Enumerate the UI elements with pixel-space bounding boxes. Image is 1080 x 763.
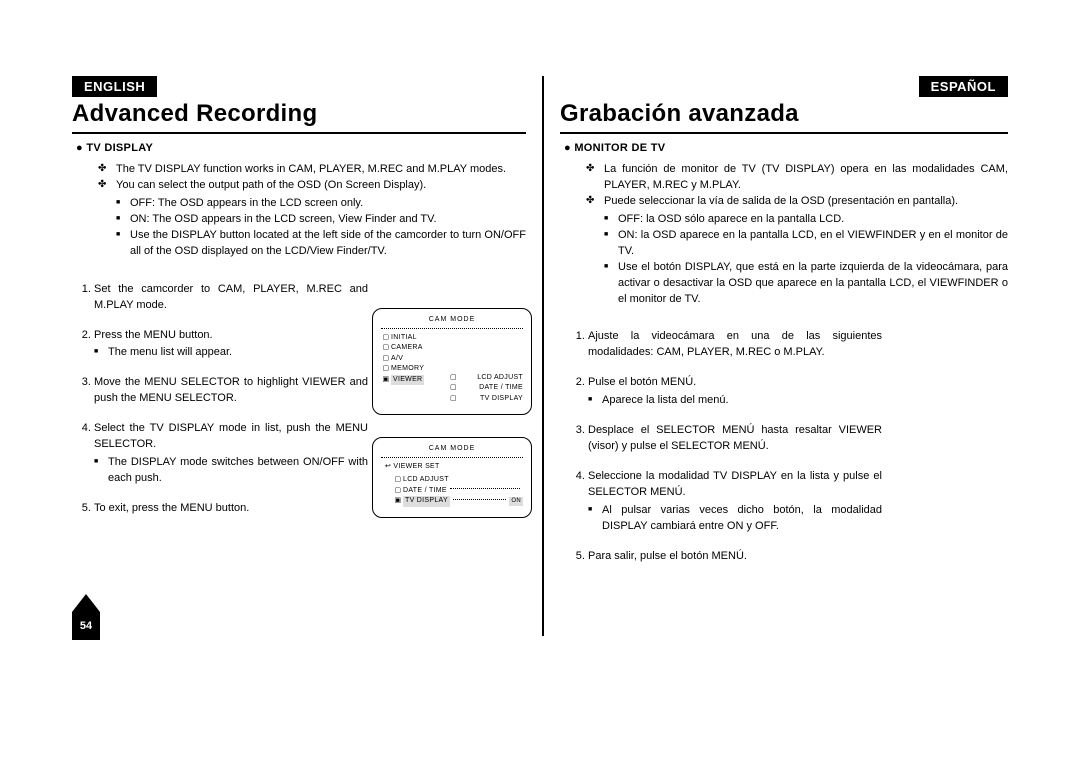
steps-list: Ajuste la videocámara en una de las sigu… (588, 329, 888, 564)
page-number-triangle (72, 594, 100, 612)
menu-item-label: MEMORY (391, 364, 424, 375)
steps-list: Set the camcorder to CAM, PLAYER, M.REC … (94, 282, 374, 517)
menu-icon: ▣ (381, 375, 391, 386)
step-note: Al pulsar varias veces dicho botón, la m… (588, 503, 882, 535)
section-heading: MONITOR DE TV (564, 142, 1008, 154)
menu-illustrations: CAM MODE ▢INITIAL ▢CAMERA ▢A/V ▢MEMORY ▣… (372, 308, 532, 540)
menu-icon: ▢ (381, 364, 391, 375)
step-text: Pulse el botón MENÚ. (588, 376, 696, 388)
intro-item-text: You can select the output path of the OS… (116, 179, 426, 191)
menu-icon: ▢ (448, 373, 458, 384)
intro-sub-item: ON: la OSD aparece en la pantalla LCD, e… (604, 228, 1008, 260)
menu-sub-label: LCD ADJUST (477, 373, 523, 384)
menu-box-cam-mode: CAM MODE ▢INITIAL ▢CAMERA ▢A/V ▢MEMORY ▣… (372, 308, 532, 415)
language-tab-spanish: ESPAÑOL (919, 76, 1008, 97)
right-column: Grabación avanzada MONITOR DE TV La func… (560, 100, 1008, 579)
menu-icon: ▢ (448, 394, 458, 405)
intro-item: La función de monitor de TV (TV DISPLAY)… (590, 162, 1008, 194)
menu-icon: ▢ (381, 333, 391, 344)
menu-title: CAM MODE (381, 444, 523, 458)
step-text: Select the TV DISPLAY mode in list, push… (94, 422, 368, 450)
language-tab-english: ENGLISH (72, 76, 157, 97)
step-item: Pulse el botón MENÚ. Aparece la lista de… (588, 375, 888, 409)
intro-item: The TV DISPLAY function works in CAM, PL… (102, 162, 526, 178)
menu-icon: ▢ (381, 354, 391, 365)
menu-icon: ▢ (448, 383, 458, 394)
menu-icon: ▣ (393, 496, 403, 507)
page-title: Advanced Recording (72, 100, 526, 134)
intro-item: Puede seleccionar la vía de salida de la… (590, 194, 1008, 308)
intro-list: La función de monitor de TV (TV DISPLAY)… (590, 162, 1008, 307)
intro-sublist: OFF: The OSD appears in the LCD screen o… (116, 196, 526, 260)
intro-sub-item: Use el botón DISPLAY, que está en la par… (604, 260, 1008, 308)
step-text: Seleccione la modalidad TV DISPLAY en la… (588, 470, 882, 498)
page-title: Grabación avanzada (560, 100, 1008, 134)
menu-sub-label: TV DISPLAY (480, 394, 523, 405)
intro-item: You can select the output path of the OS… (102, 178, 526, 260)
intro-sub-item: OFF: The OSD appears in the LCD screen o… (116, 196, 526, 212)
menu-icon: ▢ (393, 486, 403, 497)
step-note: The DISPLAY mode switches between ON/OFF… (94, 455, 368, 487)
step-note: The menu list will appear. (94, 345, 368, 361)
step-item: Set the camcorder to CAM, PLAYER, M.REC … (94, 282, 374, 314)
menu-icon: ▢ (393, 475, 403, 486)
intro-sub-item: OFF: la OSD sólo aparece en la pantalla … (604, 212, 1008, 228)
menu-item-label: A/V (391, 354, 403, 365)
step-item: Press the MENU button. The menu list wil… (94, 328, 374, 362)
step-item: Desplace el SELECTOR MENÚ hasta resaltar… (588, 423, 888, 455)
step-item: Select the TV DISPLAY mode in list, push… (94, 421, 374, 487)
menu-title: CAM MODE (381, 315, 523, 329)
menu-box-viewer-set: CAM MODE VIEWER SET ▢LCD ADJUST ▢DATE / … (372, 437, 532, 518)
intro-sub-item: ON: The OSD appears in the LCD screen, V… (116, 212, 526, 228)
intro-item-text: Puede seleccionar la vía de salida de la… (604, 195, 958, 207)
step-note: Aparece la lista del menú. (588, 393, 882, 409)
section-heading: TV DISPLAY (76, 142, 526, 154)
step-text: Press the MENU button. (94, 329, 213, 341)
intro-sub-item: Use the DISPLAY button located at the le… (116, 228, 526, 260)
menu-item-label: INITIAL (391, 333, 417, 344)
menu-item-label: VIEWER (391, 375, 424, 386)
menu-item-label: DATE / TIME (403, 486, 447, 497)
menu-icon: ▢ (381, 343, 391, 354)
menu-item-label: LCD ADJUST (403, 475, 449, 486)
menu-item-value: ON (509, 497, 523, 506)
manual-page: ENGLISH ESPAÑOL Advanced Recording TV DI… (72, 76, 1008, 666)
intro-list: The TV DISPLAY function works in CAM, PL… (102, 162, 526, 260)
menu-sub-label: DATE / TIME (479, 383, 523, 394)
step-item: Ajuste la videocámara en una de las sigu… (588, 329, 888, 361)
menu-return-row: VIEWER SET (385, 462, 523, 473)
step-item: To exit, press the MENU button. (94, 501, 374, 517)
page-number: 54 (72, 612, 100, 640)
step-item: Seleccione la modalidad TV DISPLAY en la… (588, 469, 888, 535)
column-divider (542, 76, 544, 636)
menu-item-label: CAMERA (391, 343, 423, 354)
intro-sublist: OFF: la OSD sólo aparece en la pantalla … (604, 212, 1008, 308)
step-item: Move the MENU SELECTOR to highlight VIEW… (94, 375, 374, 407)
step-item: Para salir, pulse el botón MENÚ. (588, 549, 888, 565)
menu-item-label: TV DISPLAY (403, 496, 450, 507)
